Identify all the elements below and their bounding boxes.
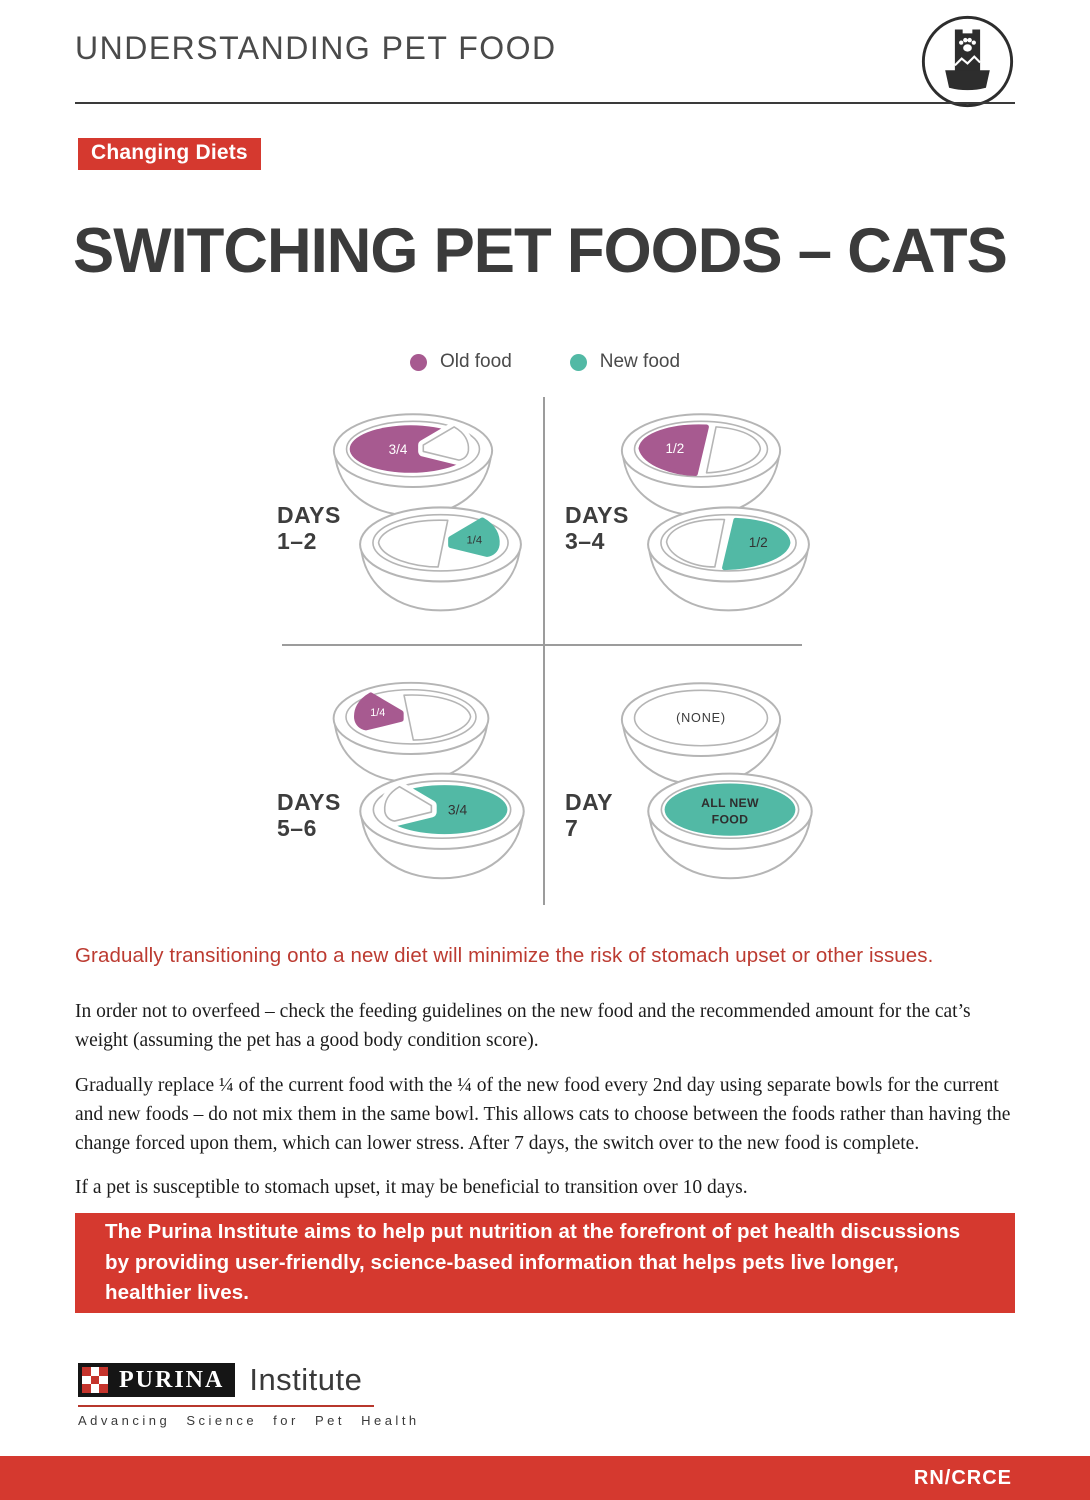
- purina-checkerboard-icon: [82, 1367, 108, 1393]
- purina-brand-text: PURINA: [119, 1366, 225, 1393]
- purina-institute-banner: The Purina Institute aims to help put nu…: [75, 1213, 1015, 1313]
- old-food-bowl-days-5-6: 1/4: [332, 681, 490, 783]
- portion-label: 3/4: [389, 442, 408, 457]
- institute-text: Institute: [249, 1362, 363, 1397]
- purina-wordmark-box: PURINA: [78, 1363, 236, 1397]
- footer-code: RN/CRCE: [913, 1466, 1012, 1489]
- legend-item-new-food: New food: [569, 351, 681, 373]
- paragraph-overfeed: In order not to overfeed – check the fee…: [75, 1001, 971, 1052]
- old-food-bowl-day-7-empty: (NONE): [620, 682, 782, 786]
- portion-label: (NONE): [676, 711, 726, 725]
- portion-label: 3/4: [448, 802, 468, 818]
- new-food-dot-icon: [569, 353, 587, 371]
- header-divider: [75, 102, 1015, 104]
- pet-food-bag-and-bowl-icon: [921, 15, 1014, 108]
- highlight-sentence: Gradually transitioning onto a new diet …: [75, 944, 934, 967]
- footer-bar: RN/CRCE: [0, 1456, 1090, 1500]
- legend-item-old-food: Old food: [409, 351, 512, 373]
- portion-label: 1/2: [749, 535, 768, 550]
- paragraph-replace: Gradually replace ¼ of the current food …: [75, 1074, 1011, 1155]
- body-copy: In order not to overfeed – check the fee…: [75, 997, 1020, 1218]
- new-food-bowl-days-1-2: 1/4: [359, 506, 522, 612]
- header-title: UNDERSTANDING PET FOOD: [75, 30, 557, 66]
- new-food-bowl-days-5-6: 3/4: [359, 772, 525, 880]
- purina-institute-logo: PURINA Institute Advancing Science for P…: [78, 1362, 420, 1428]
- logo-tagline: Advancing Science for Pet Health: [78, 1413, 420, 1428]
- old-food-legend-label: Old food: [439, 351, 512, 372]
- quadrant-label-days-5-6: DAYS 5–6: [277, 789, 341, 841]
- new-food-bowl-days-3-4: 1/2: [647, 506, 810, 612]
- new-food-legend-label: New food: [599, 351, 681, 372]
- quadrant-divider-horizontal: [282, 644, 802, 646]
- paragraph-stomach-upset: If a pet is susceptible to stomach upset…: [75, 1177, 748, 1199]
- page-title: SWITCHING PET FOODS – CATS: [73, 216, 1008, 286]
- portion-label: 1/4: [370, 707, 385, 719]
- quadrant-label-day-7: DAY 7: [565, 789, 613, 841]
- logo-underline: [78, 1405, 374, 1407]
- old-food-bowl-days-1-2: 3/4: [332, 413, 494, 517]
- old-food-bowl-days-3-4: 1/2: [620, 413, 782, 517]
- banner-text: The Purina Institute aims to help put nu…: [105, 1219, 961, 1305]
- new-food-bowl-day-7-full: ALL NEW FOOD: [647, 772, 813, 880]
- portion-label: 1/2: [666, 441, 685, 456]
- portion-label: 1/4: [466, 535, 482, 547]
- old-food-dot-icon: [409, 353, 427, 371]
- portion-label-line1: ALL NEW: [701, 796, 759, 810]
- quadrant-label-days-1-2: DAYS 1–2: [277, 502, 341, 554]
- portion-label-line2: FOOD: [712, 813, 749, 827]
- legend: Old food New food: [0, 351, 1090, 373]
- quadrant-label-days-3-4: DAYS 3–4: [565, 502, 629, 554]
- quadrant-divider-vertical: [543, 397, 545, 905]
- changing-diets-badge: Changing Diets: [78, 138, 261, 170]
